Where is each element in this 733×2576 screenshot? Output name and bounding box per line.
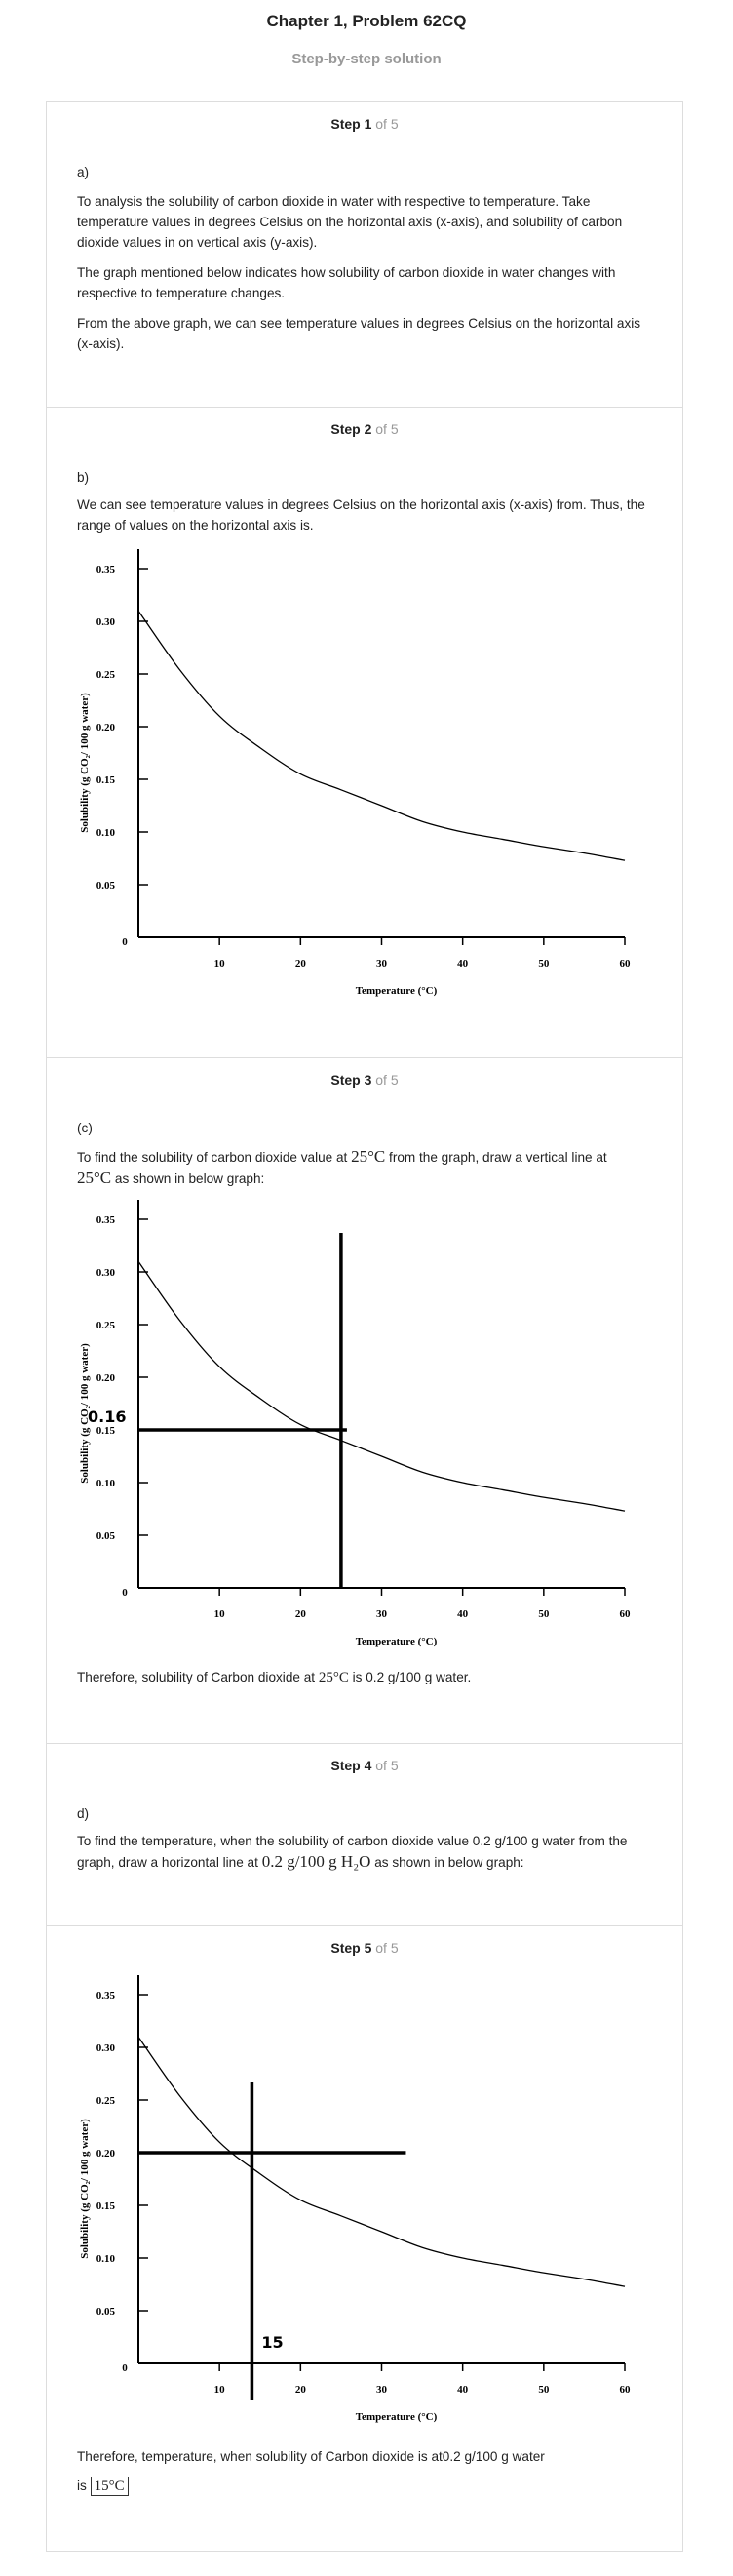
y-tick-label: 0.15 (96, 1425, 116, 1437)
page-title: Chapter 1, Problem 62CQ (266, 12, 467, 30)
step-4-heading: Step 4 of 5 (330, 1758, 399, 1773)
x-tick-label: 20 (295, 1608, 307, 1620)
step-2-heading: Step 2 of 5 (330, 421, 399, 437)
step-5-card: Step 5 of 5 0.35 0.30 0.25 0.20 0.15 0.10 0.05… (46, 1925, 683, 2552)
solubility-curve (137, 2036, 626, 2287)
x-tick-label: 40 (457, 958, 469, 970)
step-1-paragraph-2: The graph mentioned below indicates how … (77, 265, 616, 300)
y-tick-label: 0.30 (96, 1267, 116, 1279)
y-tick-label: 0.15 (96, 2200, 116, 2212)
page-subtitle: Step-by-step solution (291, 51, 442, 67)
step-5-conclusion-line-2: is 15°C (77, 2476, 652, 2496)
step-1-part: a) (77, 165, 90, 179)
y-axis-title: Solubility (g CO₂/ 100 g water) (79, 693, 91, 833)
y-axis-title: Solubility (g CO₂/ 100 g water) (79, 2119, 91, 2259)
y-tick-label: 0.15 (96, 774, 116, 786)
step-5-conclusion-line-1: Therefore, temperature, when solubility … (77, 2449, 545, 2464)
y-tick-label: 0.05 (96, 2306, 116, 2318)
step-3-text: To find the solubility of carbon dioxide… (77, 1147, 607, 1187)
solubility-graph-3: 0.35 0.30 0.25 0.20 0.15 0.10 0.05 10 20 30 40 50 60… (79, 1975, 632, 2423)
step-3-math-2: 25°C (77, 1169, 112, 1187)
step-1-heading: Step 1 of 5 (330, 116, 399, 132)
y-tick-label: 0.35 (96, 1214, 116, 1226)
y-tick-label: 0.30 (96, 616, 116, 628)
step-2-text: We can see temperature values in degrees… (77, 497, 645, 533)
y-tick-label: 0.20 (96, 1372, 116, 1384)
y-tick-label: 0.25 (96, 669, 116, 681)
y-tick-label: 0.10 (96, 827, 116, 839)
step-3-math-3: 25°C (318, 1670, 349, 1685)
origin-label: 0 (122, 936, 128, 948)
step-4-card: Step 4 of 5 d) To find the temperature, … (46, 1743, 683, 1925)
x-tick-label: 10 (214, 958, 226, 970)
y-tick-label: 0.05 (96, 880, 116, 892)
y-tick-label: 0.05 (96, 1530, 116, 1542)
annotation-016: 0.16 (88, 1407, 126, 1426)
x-axis-title: Temperature (°C) (356, 1636, 438, 1647)
y-tick-label: 0.35 (96, 564, 116, 575)
answer-box: 15°C (90, 2477, 129, 2496)
x-tick-label: 50 (538, 1608, 550, 1620)
step-3-conclusion: Therefore, solubility of Carbon dioxide … (77, 1670, 472, 1685)
step-3-heading: Step 3 of 5 (330, 1072, 399, 1088)
y-tick-label: 0.10 (96, 2253, 116, 2265)
step-4-math: 0.2 g/100 g H₂O (261, 1852, 371, 1871)
x-tick-label: 10 (214, 2384, 226, 2396)
x-tick-label: 40 (457, 1608, 469, 1620)
x-tick-label: 60 (620, 958, 632, 970)
step-5-heading: Step 5 of 5 (330, 1940, 399, 1956)
x-tick-label: 10 (214, 1608, 226, 1620)
step-3-part: (c) (77, 1121, 93, 1135)
solubility-curve (137, 1260, 626, 1512)
x-tick-label: 20 (295, 2384, 307, 2396)
x-tick-label: 20 (295, 958, 307, 970)
step-1-paragraph-3: From the above graph, we can see tempera… (77, 316, 641, 351)
y-tick-label: 0.30 (96, 2042, 116, 2054)
solubility-curve (137, 610, 626, 861)
step-1-paragraph-1: To analysis the solubility of carbon dio… (77, 194, 623, 250)
step-2-card: Step 2 of 5 b) We can see temperature va… (46, 407, 683, 1057)
x-tick-label: 50 (538, 958, 550, 970)
x-tick-label: 40 (457, 2384, 469, 2396)
x-tick-label: 30 (376, 2384, 388, 2396)
origin-label: 0 (122, 2362, 128, 2374)
y-tick-label: 0.25 (96, 2095, 116, 2107)
x-tick-label: 60 (620, 1608, 632, 1620)
origin-label: 0 (122, 1587, 128, 1599)
x-axis-title: Temperature (°C) (356, 2411, 438, 2423)
solubility-graph-2: 0.35 0.30 0.25 0.20 0.15 0.10 0.05 10 20 30 40 50 60… (79, 1200, 632, 1647)
step-2-part: b) (77, 470, 90, 485)
y-tick-label: 0.35 (96, 1990, 116, 2001)
x-axis-title: Temperature (°C) (356, 985, 438, 997)
y-tick-label: 0.10 (96, 1478, 116, 1489)
x-tick-label: 30 (376, 958, 388, 970)
x-tick-label: 60 (620, 2384, 632, 2396)
x-tick-label: 50 (538, 2384, 550, 2396)
y-tick-label: 0.25 (96, 1320, 116, 1331)
step-4-text: To find the temperature, when the solubi… (77, 1834, 628, 1871)
solubility-graph-1: 0.35 0.30 0.25 0.20 0.15 0.10 0.05 10 20 30 40 50 60… (79, 549, 632, 997)
step-3-math-1: 25°C (351, 1147, 386, 1166)
annotation-15: 15 (261, 2333, 283, 2352)
y-axis-title: Solubility (g CO₂/ 100 g water) (79, 1343, 91, 1484)
step-3-card: Step 3 of 5 (c) To find the solubility o… (46, 1057, 683, 1743)
y-tick-label: 0.20 (96, 722, 116, 733)
step-1-card: Step 1 of 5 a) To analysis the solubilit… (46, 101, 683, 407)
y-tick-label: 0.20 (96, 2148, 116, 2160)
x-tick-label: 30 (376, 1608, 388, 1620)
step-4-part: d) (77, 1806, 90, 1821)
